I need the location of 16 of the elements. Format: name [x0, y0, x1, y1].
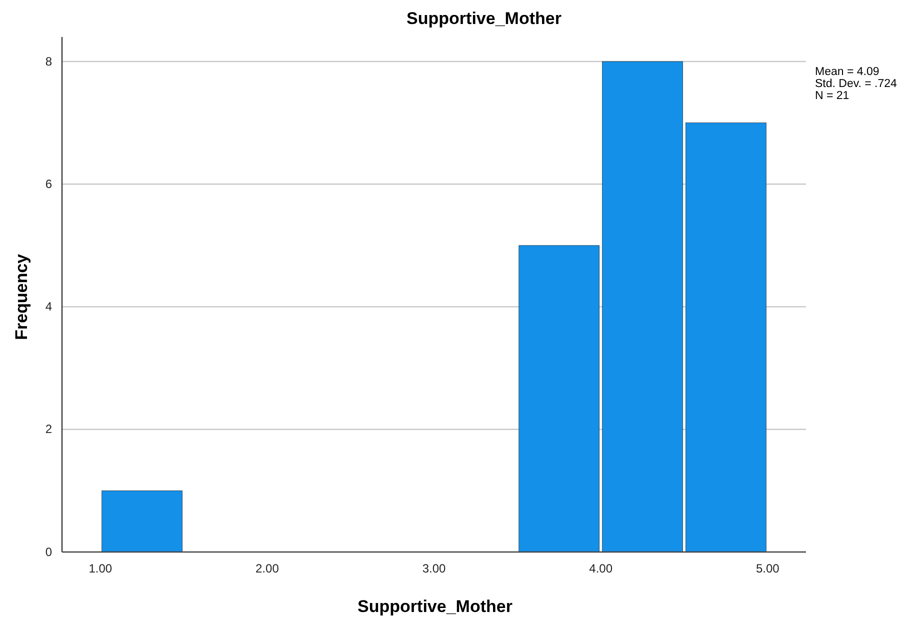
x-tick-label: 1.00 — [88, 562, 112, 576]
text: Mean = 4.09 — [815, 66, 880, 78]
x-axis-title: Supportive_Mother — [358, 597, 513, 616]
x-tick-label: 2.00 — [256, 562, 280, 576]
chart-title: Supportive_Mother — [406, 9, 562, 28]
y-tick-label: 2 — [45, 422, 52, 436]
x-tick-label: 3.00 — [422, 562, 446, 576]
y-tick-label: 6 — [45, 176, 52, 191]
text: N = 21 — [815, 90, 850, 102]
y-axis-title: Frequency — [12, 253, 31, 340]
x-tick-label: 5.00 — [756, 562, 780, 576]
y-tick-label: 8 — [45, 54, 52, 68]
text: Std. Dev. = .724 — [815, 78, 898, 90]
x-tick-label: 4.00 — [589, 562, 613, 576]
y-tick-label: 4 — [45, 300, 52, 314]
y-tick-label: 0 — [45, 544, 52, 559]
